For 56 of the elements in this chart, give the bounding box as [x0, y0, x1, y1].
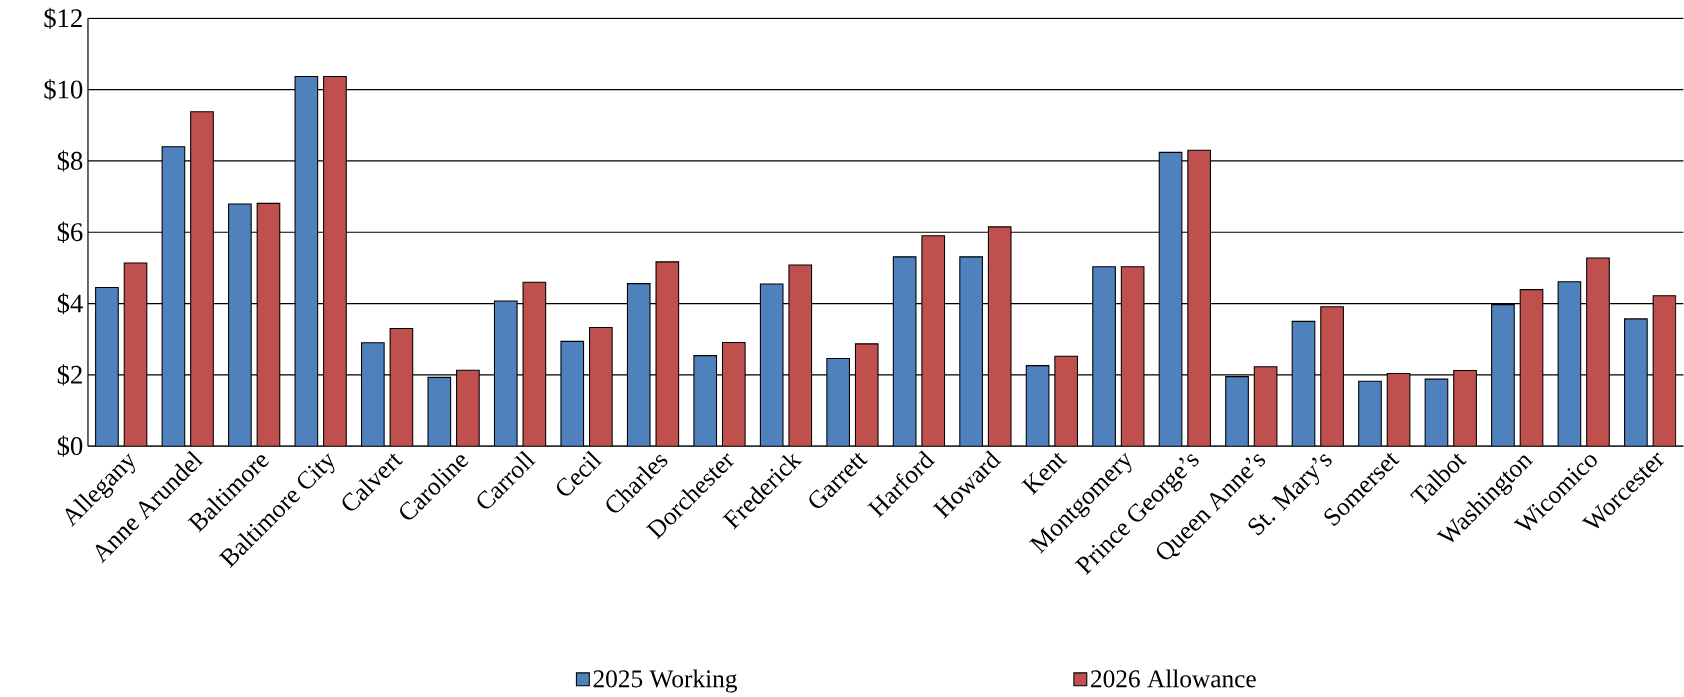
bar: [228, 203, 252, 447]
bar: [522, 281, 547, 447]
bar: [456, 369, 480, 447]
bar: [1158, 151, 1183, 447]
bar: [626, 283, 651, 447]
y-tick-label: $8: [57, 150, 83, 172]
bar: [1291, 320, 1316, 447]
bar: [1358, 380, 1382, 447]
bar: [589, 327, 613, 447]
y-tick-label: $6: [57, 221, 83, 244]
bar: [294, 76, 319, 447]
bar: [256, 202, 281, 447]
bar: [161, 146, 186, 447]
bar: [190, 111, 214, 447]
legend-label: 2026 Allowance: [1091, 669, 1256, 688]
bar: [1253, 366, 1278, 447]
bar: [987, 226, 1012, 447]
bar: [95, 287, 119, 447]
bar: [389, 328, 414, 447]
bar: [854, 343, 879, 447]
bar: [323, 76, 347, 447]
bar: [1225, 376, 1249, 447]
bar: [892, 256, 917, 447]
bar: [1120, 266, 1145, 447]
bar: [788, 264, 813, 447]
bar: [1586, 257, 1610, 447]
bar: [959, 256, 983, 447]
bar: [921, 235, 946, 447]
bar: [493, 300, 518, 447]
bar: [427, 376, 452, 447]
bar: [560, 340, 585, 447]
bar: [1652, 295, 1677, 447]
bar: [1519, 289, 1544, 447]
bar: [1092, 266, 1116, 447]
bar: [1320, 306, 1344, 447]
legend-label: 2025 Working: [593, 669, 737, 693]
bar: [1624, 318, 1648, 447]
bar: [1054, 355, 1079, 447]
bar: [759, 283, 784, 447]
bar: [655, 261, 680, 447]
bar: [123, 262, 148, 447]
y-tick-label: $10: [44, 79, 83, 101]
bar: [693, 355, 718, 447]
bar: [360, 342, 385, 447]
bar: [1491, 304, 1515, 447]
bar: [1557, 281, 1582, 447]
bar: [1386, 373, 1411, 447]
bar: [1187, 149, 1211, 447]
y-tick-label: $2: [57, 364, 82, 386]
bar: [721, 342, 746, 447]
bar: [1453, 370, 1477, 447]
bar: [1424, 378, 1449, 447]
bar: [826, 358, 851, 447]
y-tick-label: $4: [57, 293, 83, 315]
y-tick-label: $12: [44, 7, 82, 30]
bar: [1025, 365, 1050, 447]
